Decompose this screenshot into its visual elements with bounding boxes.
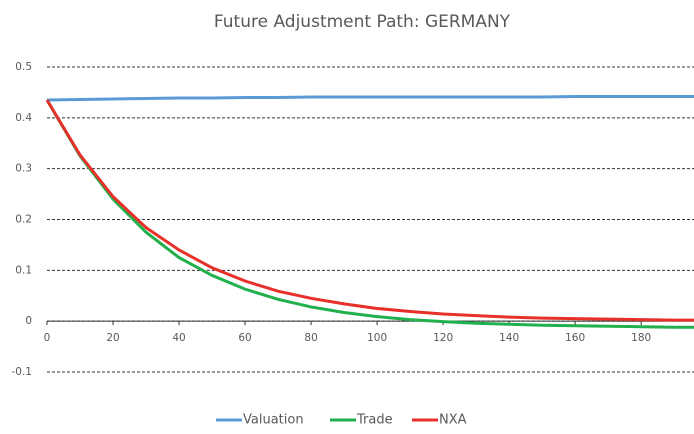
x-tick-label: 180 bbox=[631, 332, 651, 344]
legend-label: Valuation bbox=[243, 413, 304, 428]
series-line bbox=[46, 94, 694, 102]
y-tick-label: -0.1 bbox=[12, 366, 33, 378]
series-line bbox=[45, 99, 694, 322]
y-tick-label: 0.4 bbox=[15, 112, 32, 124]
y-tick-label: 0.1 bbox=[15, 264, 32, 276]
x-tick-label: 80 bbox=[304, 332, 317, 344]
y-tick-label: 0 bbox=[25, 315, 32, 327]
x-tick-label: 0 bbox=[44, 332, 51, 344]
y-tick-label: 0.2 bbox=[15, 214, 32, 226]
x-tick-label: 140 bbox=[499, 332, 519, 344]
x-tick-label: 20 bbox=[106, 332, 119, 344]
legend-label: Trade bbox=[356, 413, 393, 428]
y-tick-label: 0.3 bbox=[15, 163, 32, 175]
x-tick-label: 100 bbox=[367, 332, 387, 344]
legend-label: NXA bbox=[439, 413, 467, 428]
x-tick-label: 120 bbox=[433, 332, 453, 344]
chart-title: Future Adjustment Path: GERMANY bbox=[214, 12, 511, 32]
x-tick-label: 60 bbox=[238, 332, 251, 344]
x-tick-label: 160 bbox=[565, 332, 585, 344]
y-tick-label: 0.5 bbox=[15, 61, 32, 73]
series-line bbox=[45, 99, 694, 329]
x-tick-label: 40 bbox=[172, 332, 185, 344]
